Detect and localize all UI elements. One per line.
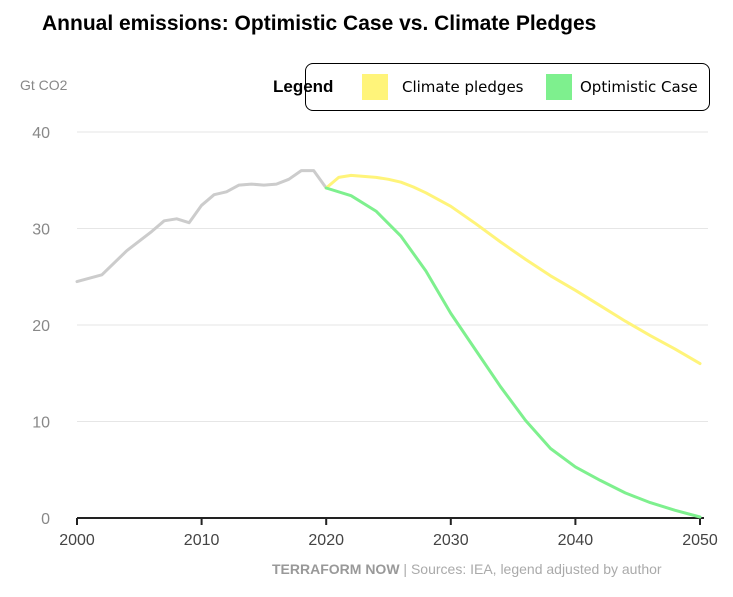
series-lines	[75, 169, 702, 519]
y-tick-label: 40	[32, 125, 50, 142]
x-tick-label: 2000	[59, 532, 95, 549]
y-tick-label: 30	[32, 222, 50, 239]
y-tick-label: 20	[32, 318, 50, 335]
series-line-historical	[75, 169, 328, 284]
legend: Legend Climate pledges Optimistic Case	[273, 63, 710, 111]
y-axis-label: Gt CO2	[20, 77, 68, 93]
legend-label-climate-pledges: Climate pledges	[402, 78, 524, 96]
legend-label-optimistic-case: Optimistic Case	[580, 78, 698, 96]
y-tick-label: 10	[32, 415, 50, 432]
footer-brand: TERRAFORM NOW	[272, 561, 400, 577]
x-axis	[76, 517, 704, 525]
footer-sources: | Sources: IEA, legend adjusted by autho…	[399, 561, 662, 577]
chart-title: Annual emissions: Optimistic Case vs. Cl…	[42, 12, 597, 35]
x-tick-label: 2010	[184, 532, 220, 549]
grid-lines	[77, 131, 708, 422]
y-tick-label: 0	[41, 511, 50, 528]
series-line-climate-pledges	[324, 173, 702, 366]
x-tick-labels: 2000 2010 2020 2030 2040 2050	[59, 532, 718, 549]
footer-credit: TERRAFORM NOW | Sources: IEA, legend adj…	[272, 561, 662, 577]
x-tick-label: 2020	[308, 532, 344, 549]
x-tick-label: 2050	[682, 532, 718, 549]
y-tick-labels: 0 10 20 30 40	[32, 125, 50, 528]
legend-swatch-optimistic-case	[546, 74, 572, 100]
legend-title: Legend	[273, 77, 334, 96]
series-line-optimistic-case	[324, 186, 702, 519]
x-tick-label: 2030	[433, 532, 469, 549]
x-tick-label: 2040	[558, 532, 594, 549]
legend-swatch-climate-pledges	[362, 74, 388, 100]
